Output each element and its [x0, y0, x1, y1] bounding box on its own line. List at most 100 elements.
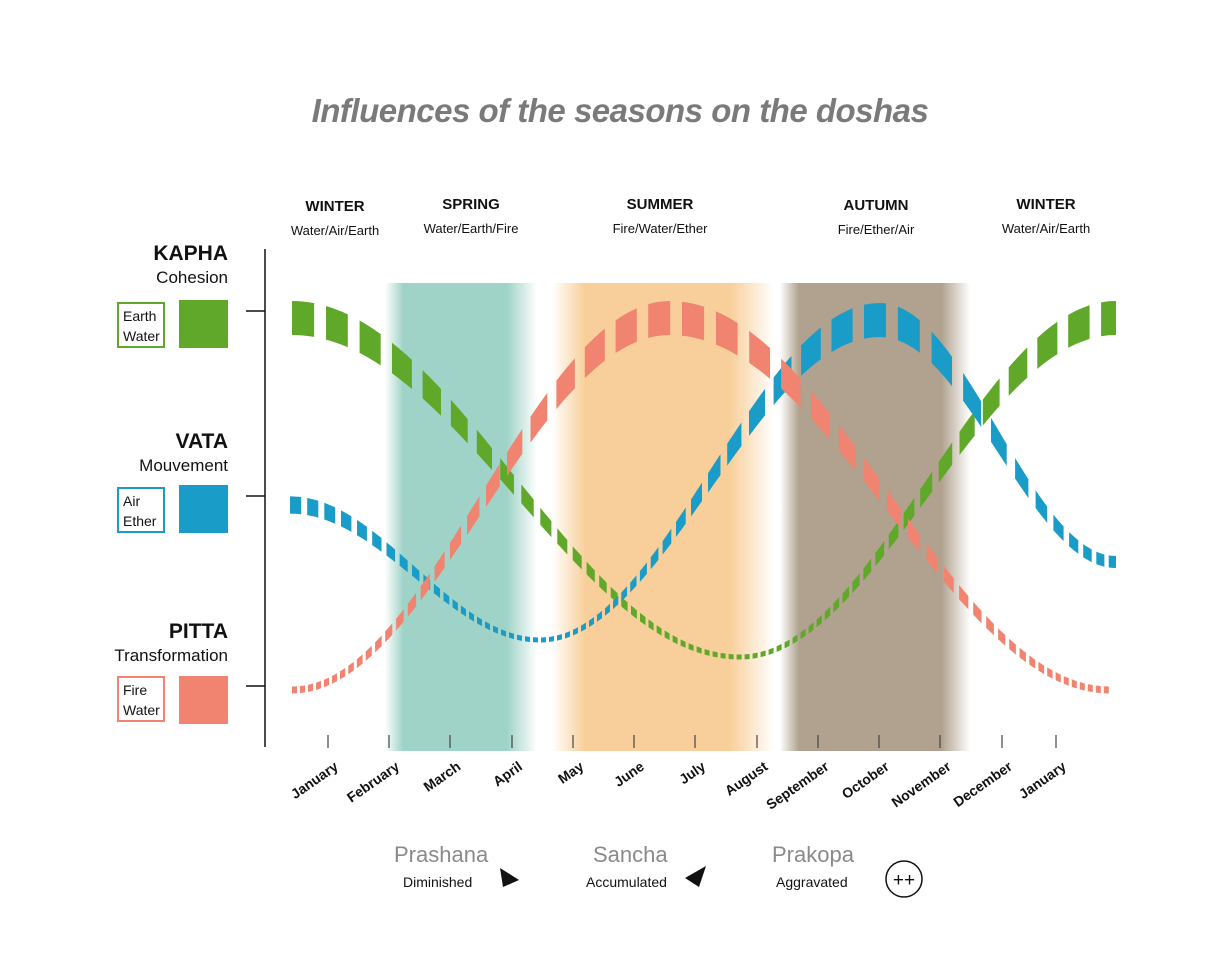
vata-curve-segment [386, 542, 396, 563]
vata-curve-segment [1015, 458, 1029, 499]
vata-curve-segment [485, 621, 490, 631]
pitta-curve-segment [1087, 684, 1093, 693]
pitta-curve-segment [486, 463, 500, 507]
pitta-curve-segment [356, 654, 363, 669]
vata-curve-segment [1035, 490, 1048, 523]
arrow-down-right-icon [500, 868, 519, 887]
kapha-color-swatch [179, 300, 228, 348]
element-label: Air [123, 493, 141, 509]
phase-name: Prakopa [772, 842, 854, 867]
pitta-curve-segment [385, 623, 393, 643]
vata-curve-segment [605, 603, 610, 616]
kapha-curve-segment [920, 471, 933, 508]
vata-curve-segment [477, 616, 482, 627]
pitta-curve-segment [682, 301, 705, 341]
pitta-curve-segment [1095, 685, 1101, 694]
aggravated-icon [885, 860, 923, 898]
phase-sancha: Sancha Accumulated [586, 842, 668, 890]
kapha-curve-segment [621, 596, 628, 612]
pitta-curve [292, 301, 1109, 694]
pitta-curve-segment [781, 358, 801, 408]
vata-curve-segment [525, 636, 530, 642]
pitta-curve-segment [584, 328, 605, 379]
vata-curve-segment [621, 586, 628, 602]
kapha-curve-segment [784, 639, 790, 649]
vata-curve-segment [676, 507, 686, 537]
vata-curve-segment [357, 520, 367, 542]
kapha-curve-segment [672, 635, 678, 645]
vata-curve-segment [443, 591, 450, 605]
vata-curve-segment [650, 546, 659, 570]
pitta-curve-segment [1103, 686, 1109, 694]
kapha-curve-segment [326, 306, 348, 348]
dosha-curves [290, 301, 1116, 694]
kapha-curve-segment [656, 625, 662, 636]
element-label: Fire [123, 682, 148, 698]
kapha-curve-segment [888, 521, 899, 550]
kapha-curve-segment [648, 619, 654, 631]
diagram-title: Influences of the seasons on the doshas [311, 92, 929, 129]
kapha-curve-segment [808, 622, 814, 634]
kapha-curve-segment [712, 651, 718, 658]
kapha-curve-segment [792, 634, 798, 645]
vata-curve-segment [399, 553, 408, 573]
kapha-curve-segment [450, 399, 468, 444]
vata-curve-segment [613, 595, 619, 610]
pitta-curve-segment [1063, 676, 1069, 686]
pitta-curve-segment [1071, 679, 1077, 689]
pitta-curve-segment [926, 543, 938, 575]
vata-curve-segment [801, 327, 821, 376]
season-header-summer: SUMMER Fire/Water/Ether [575, 196, 745, 236]
kapha-curve-segment [959, 410, 975, 455]
vata-curve-segment [433, 583, 441, 599]
pitta-curve-segment [556, 358, 575, 410]
vata-curve-segment [493, 625, 498, 634]
dosha-quality: Mouvement [139, 456, 228, 475]
dosha-name: VATA [175, 430, 229, 453]
season-elements: Water/Air/Earth [1001, 221, 1091, 236]
pitta-curve-segment [1009, 638, 1016, 655]
pitta-curve-segment [507, 428, 523, 476]
kapha-curve-segment [1068, 305, 1090, 348]
pitta-curve-segment [864, 458, 880, 501]
vata-curve-segment [1069, 532, 1079, 554]
season-name: AUTUMN [843, 197, 909, 214]
dosha-label-vata: VATA Mouvement [139, 430, 228, 476]
season-elements: Water/Air/Earth [290, 223, 380, 238]
pitta-curve-segment [986, 615, 994, 636]
pitta-curve-segment [959, 585, 969, 610]
element-box-kapha: Earth Water [117, 302, 165, 348]
kapha-curve-segment [824, 606, 831, 621]
month-ticks [327, 735, 1057, 748]
vata-curve-segment [509, 632, 514, 640]
vata-curve-segment [565, 631, 570, 639]
kapha-curve-segment [768, 647, 774, 655]
vata-curve-segment [630, 575, 637, 593]
vata-curve-segment [581, 622, 586, 632]
kapha-curve-segment [863, 558, 872, 581]
pitta-curve-segment [1019, 647, 1026, 663]
pitta-curve-segment [396, 609, 404, 631]
kapha-curve-segment [736, 654, 742, 660]
kapha-curve-segment [557, 528, 568, 555]
element-box-vata: Air Ether [117, 487, 165, 533]
pitta-curve-segment [365, 645, 372, 661]
kapha-curve-segment [816, 614, 822, 628]
kapha-curve-segment [688, 643, 694, 651]
kapha-curve-segment [292, 301, 315, 337]
vata-color-swatch [179, 485, 228, 533]
kapha-curve-segment [540, 507, 552, 538]
season-name: WINTER [305, 198, 365, 215]
season-header-winter: WINTER Water/Air/Earth [250, 198, 420, 238]
season-header-winter-2: WINTER Water/Air/Earth [961, 196, 1131, 236]
element-label: Ether [123, 513, 157, 529]
season-header-autumn: AUTUMN Fire/Ether/Air [791, 197, 961, 237]
kapha-curve-segment [359, 320, 381, 366]
pitta-curve-segment [316, 680, 321, 690]
kapha-curve [292, 301, 1116, 660]
dosha-label-kapha: KAPHA Cohesion [153, 242, 228, 288]
pitta-curve-segment [407, 592, 417, 617]
season-elements: Fire/Water/Ether [612, 221, 708, 236]
vata-curve-segment [341, 510, 352, 532]
